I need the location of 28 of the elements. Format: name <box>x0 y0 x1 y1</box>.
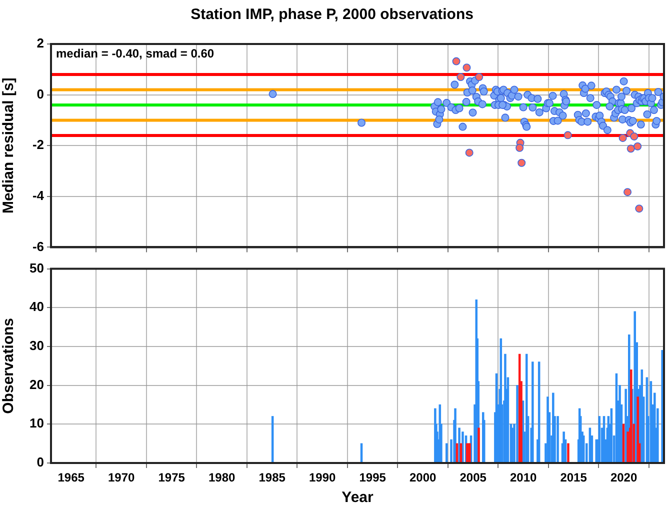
y-tick-label: 0 <box>36 86 44 102</box>
y-axis-title: Observations <box>0 318 18 414</box>
x-tick-label: 1970 <box>108 470 136 485</box>
y-tick-label: 30 <box>30 338 44 354</box>
y-tick-label: 50 <box>30 260 44 276</box>
y-axis-title: Median residual [s] <box>0 78 18 214</box>
x-tick-label: 2005 <box>460 470 487 485</box>
x-tick-label: 2010 <box>510 470 537 485</box>
x-tick-label: 1985 <box>258 470 286 485</box>
y-tick-label: -4 <box>32 188 45 203</box>
x-tick-label: 1990 <box>308 470 336 485</box>
y-tick-label: 0 <box>36 454 44 470</box>
y-tick-label: 40 <box>30 299 44 314</box>
x-tick-label: 2015 <box>560 470 588 485</box>
y-tick-label: 10 <box>30 416 44 431</box>
annotation: median = -0.40, smad = 0.60 <box>56 46 214 60</box>
x-tick-label: 1995 <box>359 470 386 485</box>
chart-title: Station IMP, phase P, 2000 observations <box>190 6 474 24</box>
y-tick-label: -6 <box>32 238 44 254</box>
x-tick-label: 1965 <box>58 470 85 485</box>
x-tick-label: 2020 <box>610 470 638 485</box>
y-tick-label: -2 <box>32 137 44 152</box>
x-axis-title: Year <box>342 489 374 506</box>
x-tick-label: 1980 <box>208 470 236 485</box>
y-tick-label: 2 <box>36 36 44 51</box>
x-tick-label: 1975 <box>158 470 186 485</box>
y-tick-label: 20 <box>30 376 44 392</box>
x-tick-label: 2000 <box>409 470 436 485</box>
